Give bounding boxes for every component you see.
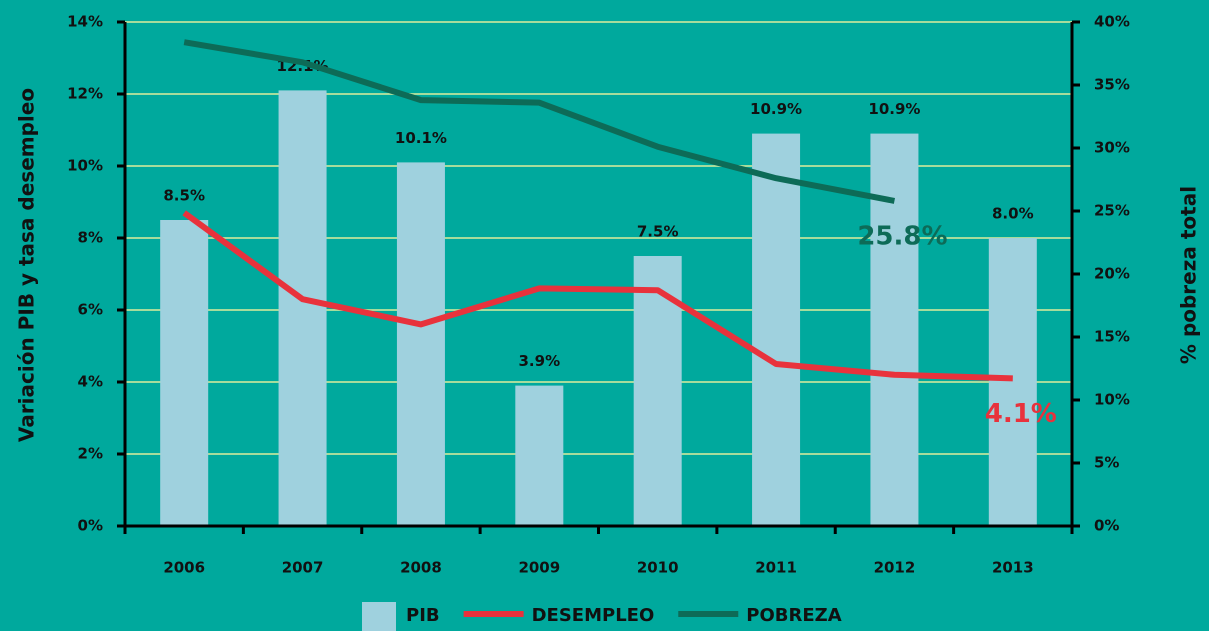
bar — [870, 133, 919, 526]
y-tick-label: 14% — [67, 13, 103, 31]
x-tick-label: 2007 — [282, 559, 324, 577]
y-tick-label: 8% — [78, 229, 103, 247]
bar-value-label: 10.9% — [750, 100, 802, 118]
bar-value-label: 7.5% — [637, 223, 679, 241]
x-tick-label: 2013 — [992, 559, 1034, 577]
y-tick-label: 0% — [78, 517, 103, 535]
x-tick-label: 2008 — [400, 559, 442, 577]
legend-label: PIB — [406, 605, 440, 626]
bar — [160, 220, 209, 526]
bar-value-label: 10.1% — [395, 129, 447, 147]
y2-tick-label: 25% — [1094, 202, 1130, 220]
x-tick-label: 2006 — [163, 559, 205, 577]
y-tick-label: 4% — [78, 373, 103, 391]
y2-tick-label: 30% — [1094, 139, 1130, 157]
y-tick-label: 12% — [67, 85, 103, 103]
y-tick-label: 6% — [78, 301, 103, 319]
bar-value-label: 3.9% — [519, 352, 561, 370]
legend-label: POBREZA — [746, 605, 841, 626]
y-tick-label: 2% — [78, 445, 103, 463]
x-tick-label: 2011 — [755, 559, 797, 577]
y2-tick-label: 5% — [1094, 454, 1119, 472]
bar-value-label: 8.0% — [992, 205, 1034, 223]
line-value-label: 4.1% — [985, 399, 1057, 429]
bar — [278, 90, 327, 527]
legend-label: DESEMPLEO — [532, 605, 655, 626]
y2-axis-title: % pobreza total — [1177, 186, 1201, 364]
y2-tick-label: 0% — [1094, 517, 1119, 535]
bar-value-label: 10.9% — [868, 100, 920, 118]
bar — [633, 256, 682, 526]
y2-tick-label: 20% — [1094, 265, 1130, 283]
y-tick-label: 10% — [67, 157, 103, 175]
x-tick-label: 2009 — [518, 559, 560, 577]
bar — [515, 385, 564, 526]
x-tick-label: 2010 — [637, 559, 679, 577]
y2-tick-label: 15% — [1094, 328, 1130, 346]
bar — [396, 162, 445, 526]
line-value-label: 25.8% — [857, 221, 947, 251]
line — [183, 39, 896, 204]
x-tick-label: 2012 — [874, 559, 916, 577]
legend-swatch — [362, 602, 396, 631]
bar-value-label: 8.5% — [163, 187, 205, 205]
line — [182, 210, 1013, 382]
bar — [752, 133, 801, 526]
y2-tick-label: 10% — [1094, 391, 1130, 409]
y2-tick-label: 35% — [1094, 76, 1130, 94]
y2-tick-label: 40% — [1094, 13, 1130, 31]
bar — [988, 238, 1037, 526]
y-axis-title: Variación PIB y tasa desempleo — [15, 88, 39, 442]
